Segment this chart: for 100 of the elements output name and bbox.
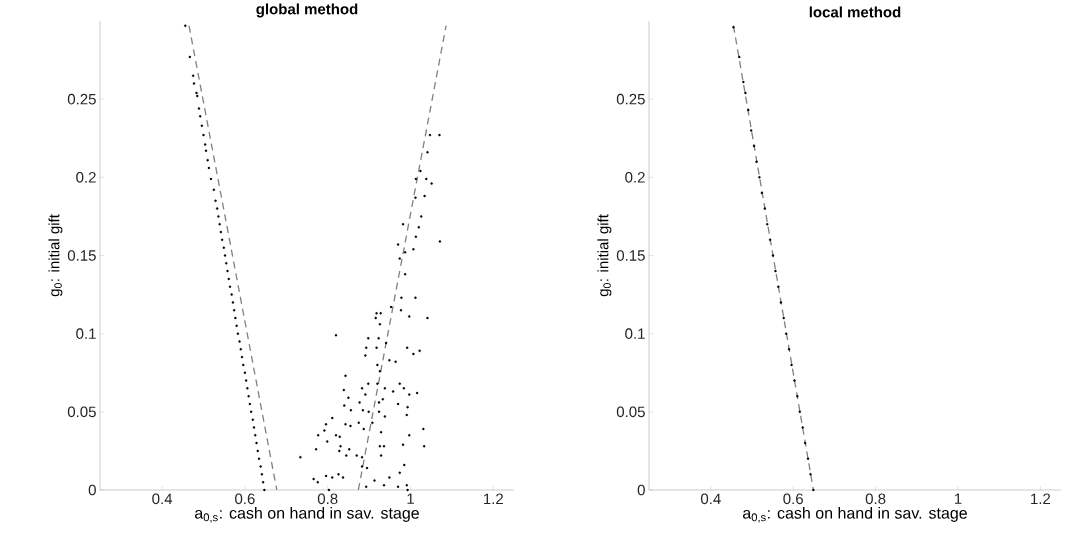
y-tick-label: 0.2 (625, 172, 645, 183)
point (209, 177, 213, 181)
point (254, 434, 257, 437)
point (760, 191, 764, 195)
point (766, 223, 769, 226)
y-tick-label: 0.05 (67, 406, 96, 418)
y-tick-label: 0 (88, 484, 96, 496)
point (215, 207, 219, 210)
point (218, 223, 221, 226)
y-tick-label: 0.15 (67, 250, 96, 261)
point (744, 91, 747, 95)
x-axis-title: a$_{0,s}$: cash on hand in sav. stage (195, 507, 419, 523)
point (203, 143, 207, 146)
y-tick-label: 0.05 (616, 406, 645, 418)
point (801, 426, 804, 429)
point (188, 55, 192, 59)
point (228, 285, 232, 288)
point (191, 74, 195, 77)
point (812, 488, 815, 492)
point (220, 238, 224, 242)
y-tick-label: 0.2 (76, 172, 96, 183)
point (246, 387, 249, 390)
point (206, 158, 209, 162)
point (226, 269, 229, 273)
x-tick-label: 0.4 (152, 493, 173, 505)
x-tick-label: 1.2 (484, 493, 503, 504)
point (774, 269, 777, 273)
point (217, 215, 220, 218)
point (261, 480, 265, 484)
point (768, 238, 772, 242)
point (758, 176, 761, 179)
point (244, 379, 248, 382)
y-tick-label: 0.1 (76, 328, 96, 339)
point (225, 262, 228, 265)
point (243, 371, 247, 374)
point (796, 394, 799, 398)
point (219, 230, 223, 234)
point (247, 394, 250, 398)
point (755, 160, 758, 163)
point (259, 465, 262, 468)
x-tick-label: 0.8 (317, 493, 338, 505)
point (222, 246, 225, 249)
point (798, 410, 801, 414)
y-axis-title: g$_{0}$: initial gift (597, 214, 612, 297)
chart-title: local method (809, 6, 901, 18)
point (195, 91, 198, 95)
x-tick-label: 0.6 (235, 493, 255, 505)
point (777, 285, 780, 288)
point (239, 348, 242, 351)
y-axis-title: g$_{0}$: initial gift (48, 214, 63, 297)
point (257, 457, 261, 460)
y-tick-label: 0 (637, 484, 645, 496)
x-tick-label: 0.6 (783, 493, 803, 505)
point (809, 473, 812, 476)
point (732, 26, 735, 29)
chart-title: global method (256, 3, 358, 18)
point (249, 410, 253, 414)
x-tick-label: 0.8 (865, 493, 886, 505)
point (204, 149, 208, 152)
point (192, 82, 196, 85)
y-tick-label: 0.1 (625, 328, 645, 339)
point (738, 55, 741, 59)
x-tick-label: 1 (954, 493, 962, 504)
point (197, 107, 201, 110)
point (223, 254, 227, 257)
x-tick-label: 1 (407, 493, 414, 504)
point (231, 301, 235, 304)
point (212, 188, 216, 192)
point (238, 340, 241, 343)
point (196, 94, 199, 98)
point (227, 277, 230, 281)
point (749, 129, 753, 132)
point (793, 379, 796, 382)
point (234, 316, 237, 320)
x-tick-label: 1.2 (1031, 493, 1051, 504)
point (248, 402, 252, 406)
point (235, 324, 238, 328)
point (242, 363, 245, 367)
point (782, 316, 785, 320)
point (230, 293, 233, 296)
x-tick-label: 0.4 (700, 493, 721, 505)
point (742, 80, 745, 84)
point (263, 488, 266, 492)
y-tick-label: 0.25 (616, 93, 645, 105)
point (207, 166, 211, 170)
point (785, 332, 788, 335)
y-tick-label: 0.15 (616, 250, 645, 261)
point (202, 133, 205, 137)
point (200, 124, 204, 127)
point (232, 309, 236, 312)
point (256, 449, 259, 453)
point (251, 418, 254, 421)
y-tick-label: 0.25 (67, 93, 96, 105)
point (787, 348, 791, 351)
point (260, 473, 264, 476)
point (752, 144, 756, 148)
point (790, 363, 793, 367)
point (240, 355, 244, 359)
point (214, 199, 217, 202)
point (806, 457, 810, 460)
